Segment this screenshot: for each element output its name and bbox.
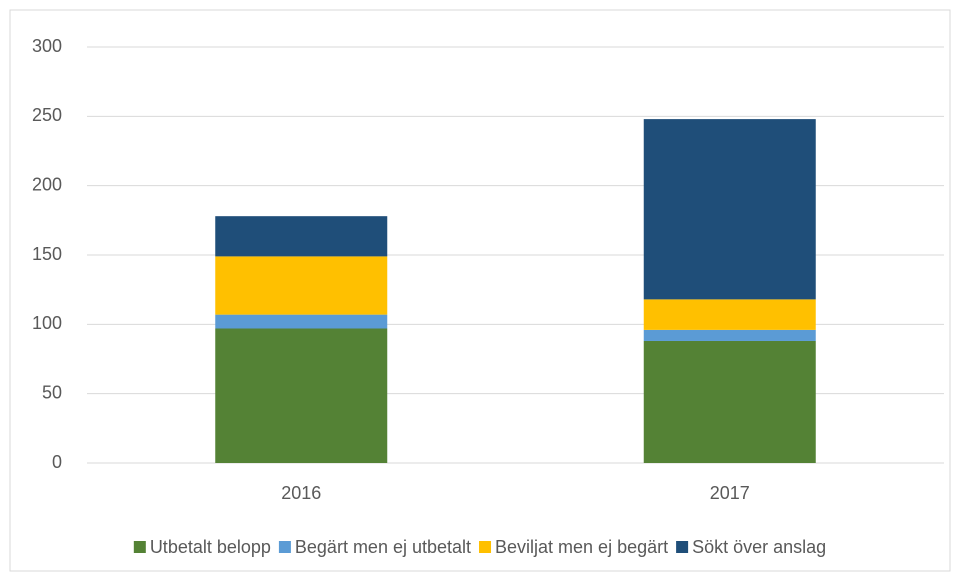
- y-tick-label: 200: [32, 174, 62, 194]
- bar-segment: [215, 256, 388, 315]
- bar-segment: [215, 328, 388, 463]
- legend-swatch: [133, 541, 146, 553]
- bar-segment: [643, 299, 816, 330]
- legend-label: Utbetalt belopp: [150, 537, 271, 557]
- bar-segment: [643, 340, 816, 463]
- y-tick-label: 50: [42, 382, 62, 402]
- legend-label: Beviljat men ej begärt: [495, 537, 668, 557]
- y-tick-label: 100: [32, 313, 62, 333]
- x-tick-label: 2017: [710, 483, 750, 503]
- y-tick-label: 250: [32, 105, 62, 125]
- legend-swatch: [278, 541, 291, 553]
- bar-segment: [215, 314, 388, 329]
- legend-swatch: [479, 541, 492, 553]
- legend-swatch: [676, 541, 689, 553]
- legend-label: Sökt över anslag: [692, 537, 826, 557]
- y-tick-label: 150: [32, 244, 62, 264]
- y-tick-label: 300: [32, 36, 62, 56]
- y-tick-label: 0: [52, 452, 62, 472]
- x-tick-label: 2016: [281, 483, 321, 503]
- bar-segment: [215, 216, 388, 257]
- bar-segment: [643, 119, 816, 300]
- legend-label: Begärt men ej utbetalt: [295, 537, 471, 557]
- bar-segment: [643, 329, 816, 341]
